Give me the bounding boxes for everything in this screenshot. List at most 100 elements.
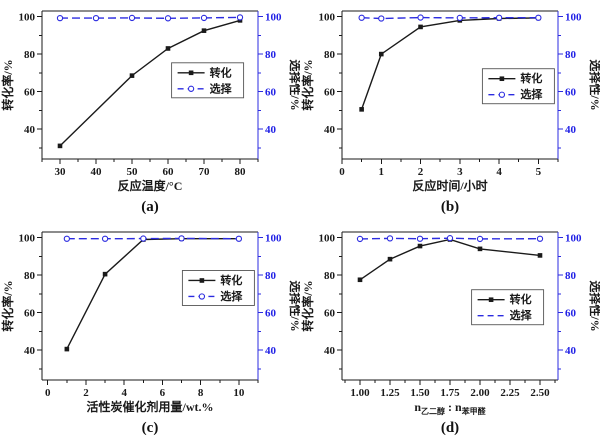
x-axis-label: 反应时间/小时 (412, 178, 487, 193)
legend-square-marker (499, 76, 505, 82)
y-right-tick-label: 80 (565, 49, 577, 61)
open-circle-marker (378, 15, 385, 22)
y-axis-left-conversion: 40 60 80 100 (19, 233, 42, 370)
legend-open-circle-marker (187, 85, 195, 92)
square-marker (418, 24, 423, 30)
x-tick-label: 50 (127, 166, 139, 178)
x-tick-label: 8 (198, 387, 204, 399)
open-circle-marker (92, 14, 100, 22)
y-axis-right-selectivity: 40 60 80 100 (558, 12, 582, 149)
x-tick-label: 40 (91, 166, 103, 178)
legend-box (181, 270, 255, 306)
open-circle-marker (200, 14, 208, 22)
x-tick-label: 80 (235, 166, 247, 178)
open-circle-marker (164, 15, 172, 22)
subplot-d-chart: 1.00 1.25 1.50 1.75 2.00 2.25 2.50 40 60 80 100 40 6… (300, 231, 600, 416)
square-marker (359, 107, 364, 112)
y-right-tick-label: 40 (565, 124, 577, 136)
y-right-tick-label: 60 (265, 308, 277, 320)
square-marker (64, 346, 70, 352)
y-right-tick-label: 80 (265, 270, 277, 282)
square-marker (201, 28, 207, 33)
x-axis: 1.00 1.25 1.50 1.75 2.00 2.25 2.50 (344, 380, 556, 399)
y-left-tick-label: 80 (324, 270, 336, 282)
y-left-tick-label: 100 (319, 12, 336, 24)
y-right-tick-label: 100 (565, 233, 582, 245)
open-circle-marker (178, 235, 185, 242)
y-left-tick-label: 80 (24, 270, 36, 282)
series-conversion (357, 237, 543, 283)
x-axis-label: 活性炭催化剂用量/wt.% (87, 399, 214, 414)
legend-open-circle-marker (198, 293, 206, 300)
x-tick-label: 1.25 (380, 387, 400, 399)
square-marker (129, 73, 135, 78)
x-tick-label: 1.50 (410, 387, 430, 399)
open-circle-marker (356, 235, 364, 243)
x-tick-label: 4 (496, 166, 502, 178)
y-left-tick-label: 40 (24, 124, 36, 136)
y-right-tick-label: 40 (265, 124, 277, 136)
series-line (361, 16, 539, 20)
square-marker (57, 143, 63, 149)
y-axis-right-selectivity: 40 60 80 100 (558, 233, 582, 370)
x-tick-label: 0 (45, 387, 51, 399)
subplot-c-caption: (c) (141, 420, 159, 436)
subplot-d: 1.00 1.25 1.50 1.75 2.00 2.25 2.50 40 60 80 100 40 6… (300, 222, 600, 443)
open-circle-marker (236, 14, 244, 21)
axes-frame (41, 231, 259, 381)
series-selectivity (358, 14, 542, 22)
legend-box (171, 62, 245, 99)
x-tick-label: 2 (418, 166, 424, 178)
y-left-tick-label: 40 (324, 124, 336, 136)
legend-box (481, 68, 555, 105)
legend-square-marker (188, 70, 194, 76)
legend-square-marker (488, 297, 494, 303)
open-circle-marker (456, 14, 463, 22)
y-left-tick-label: 60 (24, 87, 36, 99)
x-tick-label: 1.75 (440, 387, 460, 399)
y-left-tick-label: 40 (324, 345, 336, 357)
legend-conversion-label: 转化 (210, 65, 232, 79)
x-tick-label: 30 (55, 166, 67, 178)
left-axis-label-conversion: 转化率/% (0, 280, 15, 331)
subplot-a-caption: (a) (141, 199, 159, 215)
y-right-tick-label: 100 (265, 233, 282, 245)
series-selectivity (56, 14, 244, 22)
x-tick-label: 5 (536, 166, 542, 178)
legend-conversion-label: 转化 (520, 71, 542, 85)
square-marker (387, 256, 393, 262)
left-axis-label-conversion: 转化率/% (300, 59, 315, 110)
right-axis-label-selectivity: 选择性/% (588, 59, 600, 110)
legend-selectivity-label: 选择 (210, 81, 233, 95)
subplot-c-chart: 0 2 4 6 8 10 40 60 80 100 40 60 80 100 转化率/% 选择性/% 活性炭催化… (0, 231, 300, 414)
series-line (359, 238, 541, 281)
subplot-a: 30 40 50 60 70 80 40 60 80 100 40 60 80 100 转化率/% 选择性/%… (0, 1, 300, 222)
y-axis-right-selectivity: 40 60 80 100 (258, 12, 282, 149)
legend-box (471, 289, 545, 326)
x-tick-label: 1 (379, 166, 385, 178)
right-axis-label-selectivity: 选择性/% (288, 59, 300, 110)
y-right-tick-label: 60 (265, 87, 277, 99)
subplot-d-caption: (d) (440, 420, 460, 436)
x-tick-label: 0 (339, 166, 345, 178)
y-right-tick-label: 60 (565, 87, 577, 99)
y-left-tick-label: 100 (319, 233, 336, 245)
x-tick-label: 4 (121, 387, 127, 399)
subplot-c: 0 2 4 6 8 10 40 60 80 100 40 60 80 100 转化率/% 选择性/% 活性炭催化… (0, 222, 300, 443)
x-tick-label: 1.00 (350, 387, 370, 399)
x-axis-label: n乙二醇 : n苯甲醛 (414, 400, 486, 416)
square-marker (378, 51, 384, 57)
legend-selectivity-label: 选择 (520, 87, 543, 101)
open-circle-marker (417, 14, 424, 21)
y-left-tick-label: 40 (24, 345, 36, 357)
y-right-tick-label: 60 (565, 308, 577, 320)
x-tick-label: 2.50 (530, 387, 550, 399)
subplot-b-caption: (b) (440, 199, 460, 215)
square-marker (537, 253, 543, 258)
open-circle-marker (536, 235, 544, 242)
legend-open-circle-marker (498, 91, 506, 98)
x-axis: 0 1 2 3 4 5 (339, 159, 559, 178)
